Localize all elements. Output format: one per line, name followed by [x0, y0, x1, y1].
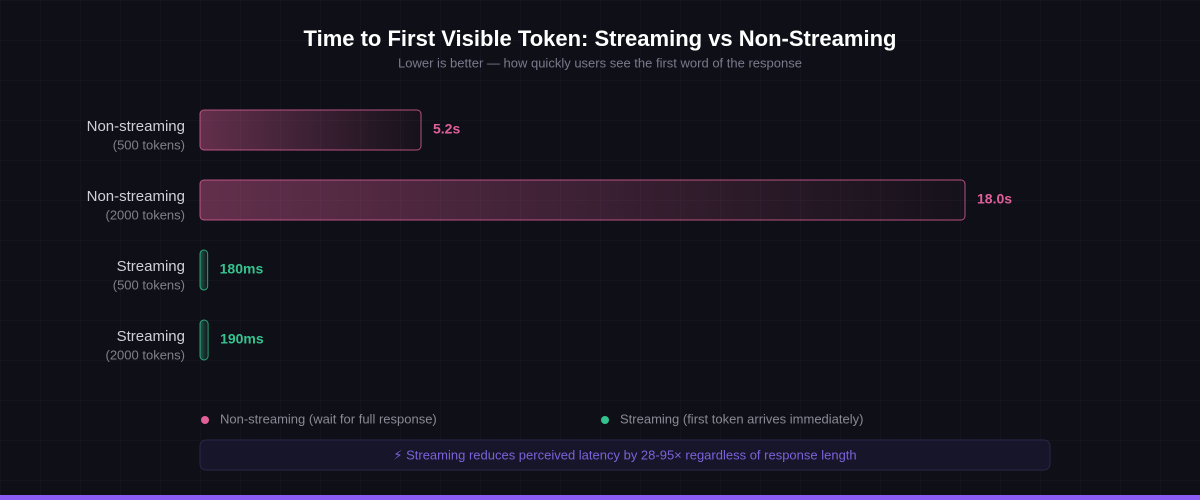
note: ⚡ Streaming reduces perceived latency by… [393, 447, 856, 462]
category-label: Streaming [117, 258, 185, 275]
category-sublabel: (500 tokens) [113, 277, 185, 292]
category-label: Non-streaming [87, 118, 185, 135]
chart-title: Time to First Visible Token: Streaming v… [304, 26, 897, 51]
category-sublabel: (500 tokens) [113, 137, 185, 152]
legend-marker [201, 416, 209, 424]
value-label: 18.0s [977, 191, 1012, 207]
value-label: 180ms [220, 261, 264, 277]
legend-label: Non-streaming (wait for full response) [220, 411, 437, 426]
bottom-accent [0, 495, 1200, 500]
bar [199, 319, 209, 361]
value-label: 190ms [220, 331, 264, 347]
legend-label: Streaming (first token arrives immediate… [620, 411, 863, 426]
chart-subtitle: Lower is better — how quickly users see … [398, 55, 802, 70]
bar [199, 249, 209, 291]
category-sublabel: (2000 tokens) [106, 207, 186, 222]
note-box [199, 439, 1051, 471]
bar [199, 109, 422, 151]
category-sublabel: (2000 tokens) [106, 347, 186, 362]
value-label: 5.2s [433, 121, 460, 137]
legend-marker [601, 416, 609, 424]
category-label: Streaming [117, 328, 185, 345]
category-label: Non-streaming [87, 188, 185, 205]
bar [199, 179, 966, 221]
